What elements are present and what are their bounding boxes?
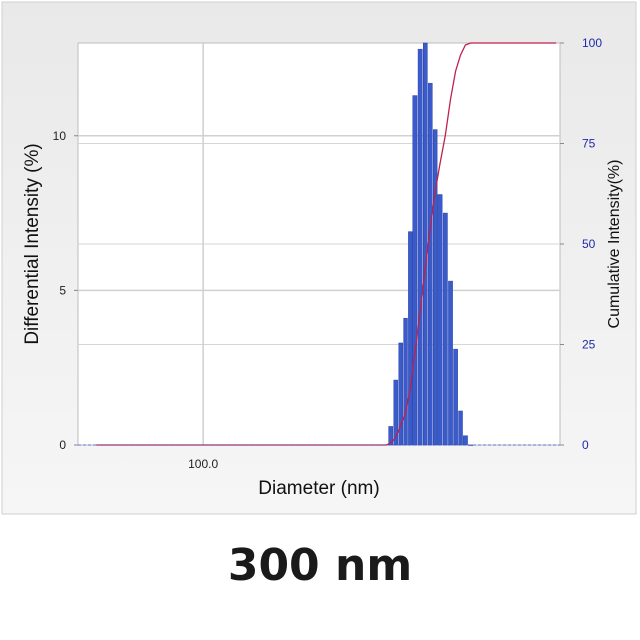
x-axis-title: Diameter (nm) xyxy=(258,478,379,499)
bar xyxy=(458,410,463,446)
bar xyxy=(393,379,399,446)
bar xyxy=(442,212,448,446)
bar xyxy=(428,82,433,446)
tick-label-left: 5 xyxy=(59,283,66,297)
bar xyxy=(437,194,443,446)
tick-label-left: 0 xyxy=(59,438,66,452)
bar xyxy=(462,435,468,446)
bar xyxy=(408,231,413,446)
tick-label-right: 100 xyxy=(582,36,602,50)
left-axis-ticks: 0 5 10 xyxy=(53,129,78,452)
bar xyxy=(448,280,453,446)
cumulative-line xyxy=(96,42,557,446)
chart-panel: 0 5 10 0 25 50 75 100 100.0 Diameter (nm) Diff… xyxy=(1,1,637,515)
y2-axis-title: Cumulative Intensity(%) xyxy=(606,160,623,329)
tick-label-right: 0 xyxy=(582,438,589,452)
right-axis-ticks: 0 25 50 75 100 xyxy=(560,36,602,452)
grid-lines xyxy=(78,43,560,445)
x-axis-ticks: 100.0 xyxy=(188,457,218,471)
bar xyxy=(453,348,458,446)
size-distribution-chart: 0 5 10 0 25 50 75 100 100.0 Diameter (nm) Diff… xyxy=(1,1,637,515)
y-axis-title: Differential Intensity (%) xyxy=(22,143,43,344)
cumulative-series xyxy=(78,42,560,446)
tick-label-right: 75 xyxy=(582,137,596,151)
tick-label-left: 10 xyxy=(53,129,67,143)
size-caption: 300 nm xyxy=(227,540,413,591)
bar xyxy=(412,95,418,446)
tick-label-right: 25 xyxy=(582,338,596,352)
bar xyxy=(422,42,428,446)
tick-label-x: 100.0 xyxy=(188,457,218,471)
bar xyxy=(417,48,423,446)
tick-label-right: 50 xyxy=(582,237,596,251)
bar xyxy=(432,129,438,446)
bar xyxy=(403,317,408,446)
